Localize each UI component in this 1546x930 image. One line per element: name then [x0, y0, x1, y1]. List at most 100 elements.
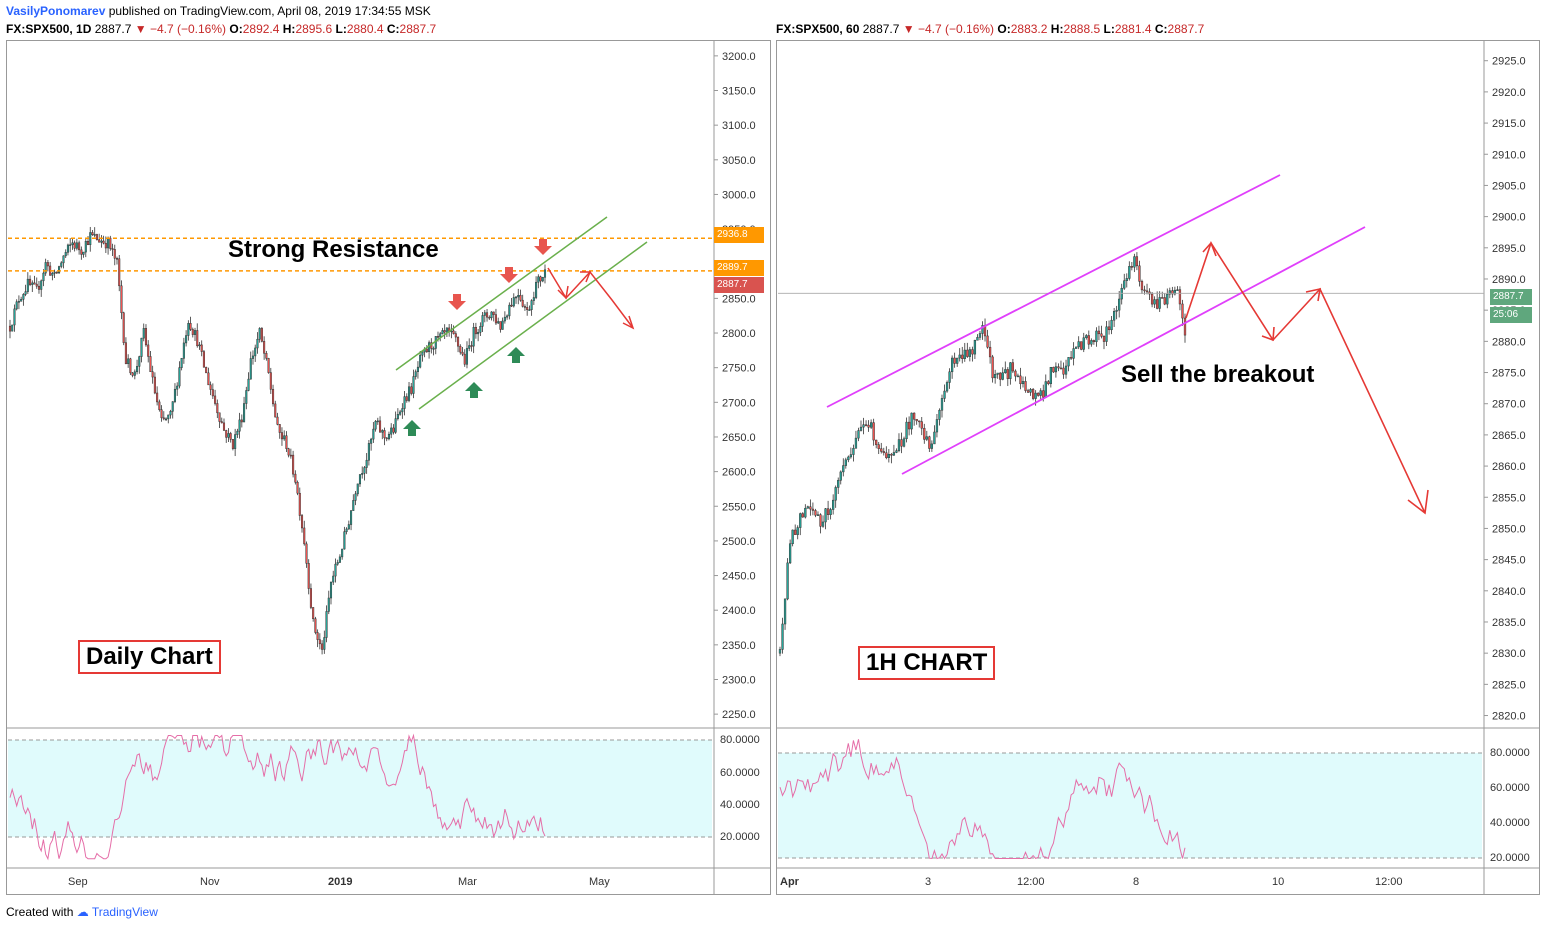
- right-candle: [920, 421, 923, 429]
- left-channel-upper: [395, 216, 608, 371]
- left-candle: [122, 312, 125, 343]
- right-candle: [1052, 366, 1055, 373]
- left-candle: [461, 351, 464, 355]
- left-candle: [528, 309, 531, 311]
- right-candle: [842, 465, 845, 473]
- left-candle: [111, 248, 114, 250]
- left-candle: [220, 421, 223, 424]
- right-candle: [849, 454, 853, 458]
- left-candle: [385, 437, 388, 440]
- left-rsi-tick: 60.0000: [720, 767, 760, 779]
- left-last: 2887.7: [94, 22, 132, 36]
- right-projection-arrowhead: [1202, 241, 1217, 257]
- left-candle: [11, 324, 14, 332]
- right-candle: [1150, 293, 1154, 305]
- left-candle: [274, 403, 277, 418]
- right-y-tick-label: 2890.0: [1492, 274, 1526, 286]
- right-rsi-band: [778, 753, 1482, 858]
- right-candle: [900, 439, 903, 447]
- right-candle: [832, 499, 835, 510]
- left-candle: [89, 232, 92, 245]
- right-y-tick-label: 2820.0: [1492, 711, 1526, 723]
- right-candle: [1173, 289, 1177, 295]
- left-candle: [350, 510, 353, 525]
- tradingview-brand-link[interactable]: TradingView: [91, 905, 158, 919]
- left-candle: [407, 386, 411, 401]
- left-candle: [361, 473, 364, 475]
- right-symbol[interactable]: FX:SPX500, 60: [776, 22, 860, 36]
- left-candle: [104, 242, 107, 249]
- left-candle: [367, 443, 370, 461]
- author-link[interactable]: VasilyPonomarev: [6, 4, 106, 18]
- left-candle: [269, 372, 272, 390]
- left-candle: [325, 611, 328, 638]
- right-candle: [872, 422, 875, 441]
- left-y-tick-label: 2450.0: [722, 571, 756, 583]
- right-candle: [1047, 381, 1050, 384]
- tradingview-logo-icon: ☁: [76, 905, 89, 919]
- left-candle: [501, 320, 504, 330]
- left-candle: [321, 643, 324, 650]
- right-y-tick-label: 2915.0: [1492, 118, 1526, 130]
- left-candle: [383, 430, 386, 439]
- right-candle: [971, 349, 974, 355]
- left-candle: [84, 240, 87, 253]
- left-candle: [347, 524, 350, 530]
- daily-chart-label: Daily Chart: [78, 640, 221, 674]
- right-candle: [1059, 367, 1063, 370]
- left-sell-arrow-icon: [448, 294, 466, 310]
- left-candle: [497, 321, 500, 324]
- left-candle: [381, 430, 384, 433]
- left-candle: [343, 531, 346, 550]
- left-candle: [468, 345, 471, 349]
- left-candle: [379, 420, 382, 433]
- right-candle: [956, 357, 959, 364]
- right-candle: [834, 487, 837, 501]
- left-candle: [323, 637, 326, 650]
- right-last-tag: 2887.7: [1490, 289, 1532, 305]
- left-candle: [394, 418, 397, 433]
- right-candle: [966, 349, 969, 357]
- right-candle: [791, 529, 794, 545]
- left-candle: [222, 422, 226, 431]
- left-candle: [474, 327, 477, 335]
- right-candle: [1011, 362, 1015, 372]
- right-candle: [1110, 319, 1113, 331]
- left-candle: [227, 433, 230, 438]
- right-candle: [1044, 381, 1047, 398]
- right-candle: [1090, 340, 1093, 345]
- left-candle: [441, 330, 444, 334]
- right-l: 2881.4: [1114, 22, 1152, 36]
- right-candle: [895, 450, 898, 453]
- left-candle: [316, 632, 319, 640]
- left-y-tick-label: 3200.0: [722, 51, 756, 63]
- left-candle: [109, 237, 112, 249]
- left-candle: [62, 255, 65, 264]
- right-candle: [1042, 390, 1045, 398]
- left-y-tick-label: 2750.0: [722, 363, 756, 375]
- right-candle: [933, 431, 936, 445]
- right-candle: [1140, 281, 1144, 291]
- left-change: ▼ −4.7 (−0.16%): [134, 22, 227, 36]
- right-candle: [801, 513, 804, 518]
- right-last: 2887.7: [862, 22, 900, 36]
- right-y-tick-label: 2920.0: [1492, 87, 1526, 99]
- left-l: 2880.4: [346, 22, 384, 36]
- left-y-tick-label: 2550.0: [722, 501, 756, 513]
- left-sell-arrow-icon: [534, 239, 552, 255]
- right-candle: [875, 439, 878, 445]
- left-y-tick-label: 2400.0: [722, 605, 756, 617]
- right-candle: [826, 508, 830, 515]
- left-symbol[interactable]: FX:SPX500, 1D: [6, 22, 92, 36]
- left-candle: [229, 433, 232, 440]
- right-y-tick-label: 2925.0: [1492, 56, 1526, 68]
- right-legend: FX:SPX500, 60 2887.7 ▼ −4.7 (−0.16%) O:2…: [776, 22, 1204, 36]
- left-candle: [318, 639, 321, 645]
- left-candle: [490, 311, 493, 319]
- left-candle: [472, 327, 475, 347]
- right-rsi-tick: 40.0000: [1490, 817, 1530, 829]
- right-o: 2883.2: [1010, 22, 1048, 36]
- left-candle: [31, 282, 34, 285]
- right-y-tick-label: 2845.0: [1492, 555, 1526, 567]
